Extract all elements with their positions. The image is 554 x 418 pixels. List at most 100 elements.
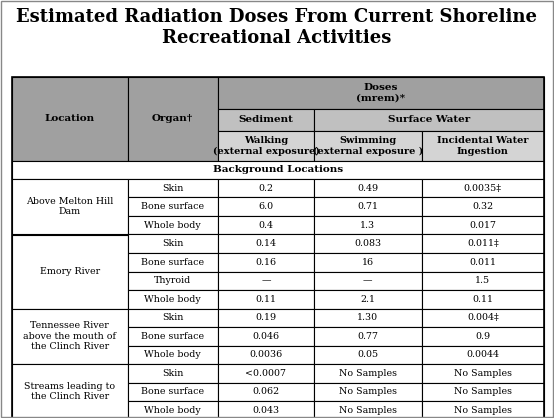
- Text: —: —: [261, 276, 271, 285]
- Bar: [314, 234, 422, 253]
- Bar: [127, 77, 218, 161]
- Text: 0.011‡: 0.011‡: [467, 239, 499, 248]
- Bar: [422, 216, 544, 234]
- Text: 0.11: 0.11: [473, 295, 493, 304]
- Bar: [314, 290, 422, 308]
- Text: No Samples: No Samples: [339, 406, 397, 415]
- Bar: [422, 346, 544, 364]
- Text: 1.5: 1.5: [475, 276, 490, 285]
- Bar: [422, 197, 544, 216]
- Bar: [218, 179, 314, 197]
- Text: Incidental Water
Ingestion: Incidental Water Ingestion: [437, 136, 529, 155]
- Text: 0.083: 0.083: [354, 239, 381, 248]
- Bar: [218, 77, 544, 109]
- Bar: [127, 346, 218, 364]
- Text: 0.11: 0.11: [255, 295, 276, 304]
- Bar: [314, 364, 422, 382]
- Bar: [127, 401, 218, 418]
- Text: 16: 16: [362, 258, 374, 267]
- Text: Location: Location: [45, 115, 95, 123]
- Text: 0.16: 0.16: [255, 258, 276, 267]
- Text: Doses
(mrem)*: Doses (mrem)*: [356, 83, 406, 103]
- Text: 0.14: 0.14: [255, 239, 276, 248]
- Text: 1.30: 1.30: [357, 313, 378, 322]
- Bar: [422, 131, 544, 161]
- Text: Thyroid: Thyroid: [154, 276, 191, 285]
- Bar: [422, 179, 544, 197]
- Bar: [12, 364, 127, 418]
- Bar: [314, 382, 422, 401]
- Text: —: —: [363, 276, 372, 285]
- Bar: [127, 364, 218, 382]
- Bar: [218, 197, 314, 216]
- Bar: [218, 308, 314, 327]
- Bar: [12, 77, 127, 161]
- Text: Organ†: Organ†: [152, 115, 193, 123]
- Text: Tennessee River
above the mouth of
the Clinch River: Tennessee River above the mouth of the C…: [23, 321, 116, 351]
- Text: No Samples: No Samples: [339, 387, 397, 396]
- Text: 0.043: 0.043: [253, 406, 280, 415]
- Text: Sediment: Sediment: [239, 115, 294, 125]
- Bar: [127, 272, 218, 290]
- Bar: [422, 290, 544, 308]
- Text: No Samples: No Samples: [454, 387, 512, 396]
- Bar: [127, 179, 218, 197]
- Text: Whole body: Whole body: [145, 221, 201, 230]
- Text: Bone surface: Bone surface: [141, 332, 204, 341]
- Text: Swimming
(external exposure ): Swimming (external exposure ): [312, 136, 423, 156]
- Text: No Samples: No Samples: [339, 369, 397, 378]
- Bar: [218, 364, 314, 382]
- Text: 0.9: 0.9: [475, 332, 490, 341]
- Bar: [218, 272, 314, 290]
- Bar: [314, 197, 422, 216]
- Bar: [12, 179, 127, 234]
- Text: Whole body: Whole body: [145, 295, 201, 304]
- Bar: [127, 327, 218, 346]
- Bar: [314, 131, 422, 161]
- Text: Skin: Skin: [162, 313, 183, 322]
- Text: 0.004‡: 0.004‡: [467, 313, 499, 322]
- Bar: [218, 382, 314, 401]
- Bar: [218, 216, 314, 234]
- Text: 0.4: 0.4: [259, 221, 274, 230]
- Bar: [12, 308, 127, 364]
- Text: Background Locations: Background Locations: [213, 166, 343, 174]
- Bar: [218, 131, 314, 161]
- Text: Bone surface: Bone surface: [141, 387, 204, 396]
- Text: Surface Water: Surface Water: [388, 115, 470, 125]
- Text: Whole body: Whole body: [145, 350, 201, 359]
- Text: 0.2: 0.2: [259, 184, 274, 193]
- Text: 1.3: 1.3: [360, 221, 376, 230]
- Text: No Samples: No Samples: [454, 406, 512, 415]
- Bar: [314, 179, 422, 197]
- Bar: [12, 234, 127, 308]
- Text: Skin: Skin: [162, 184, 183, 193]
- Bar: [422, 234, 544, 253]
- Bar: [218, 109, 314, 131]
- Bar: [422, 401, 544, 418]
- Bar: [422, 272, 544, 290]
- Text: Skin: Skin: [162, 369, 183, 378]
- Text: Skin: Skin: [162, 239, 183, 248]
- Bar: [218, 290, 314, 308]
- Bar: [127, 197, 218, 216]
- Bar: [127, 234, 218, 253]
- Text: 6.0: 6.0: [258, 202, 274, 211]
- Text: 2.1: 2.1: [360, 295, 375, 304]
- Bar: [314, 346, 422, 364]
- Text: Above Melton Hill
Dam: Above Melton Hill Dam: [26, 197, 114, 217]
- Text: 0.011: 0.011: [469, 258, 496, 267]
- Bar: [422, 308, 544, 327]
- Text: <0.0007: <0.0007: [245, 369, 286, 378]
- Bar: [218, 327, 314, 346]
- Text: 0.71: 0.71: [357, 202, 378, 211]
- Text: 0.0044: 0.0044: [466, 350, 499, 359]
- Text: 0.32: 0.32: [472, 202, 494, 211]
- Bar: [422, 382, 544, 401]
- Bar: [127, 216, 218, 234]
- Bar: [314, 272, 422, 290]
- Bar: [422, 327, 544, 346]
- Text: 0.017: 0.017: [469, 221, 496, 230]
- Text: 0.77: 0.77: [357, 332, 378, 341]
- Bar: [314, 216, 422, 234]
